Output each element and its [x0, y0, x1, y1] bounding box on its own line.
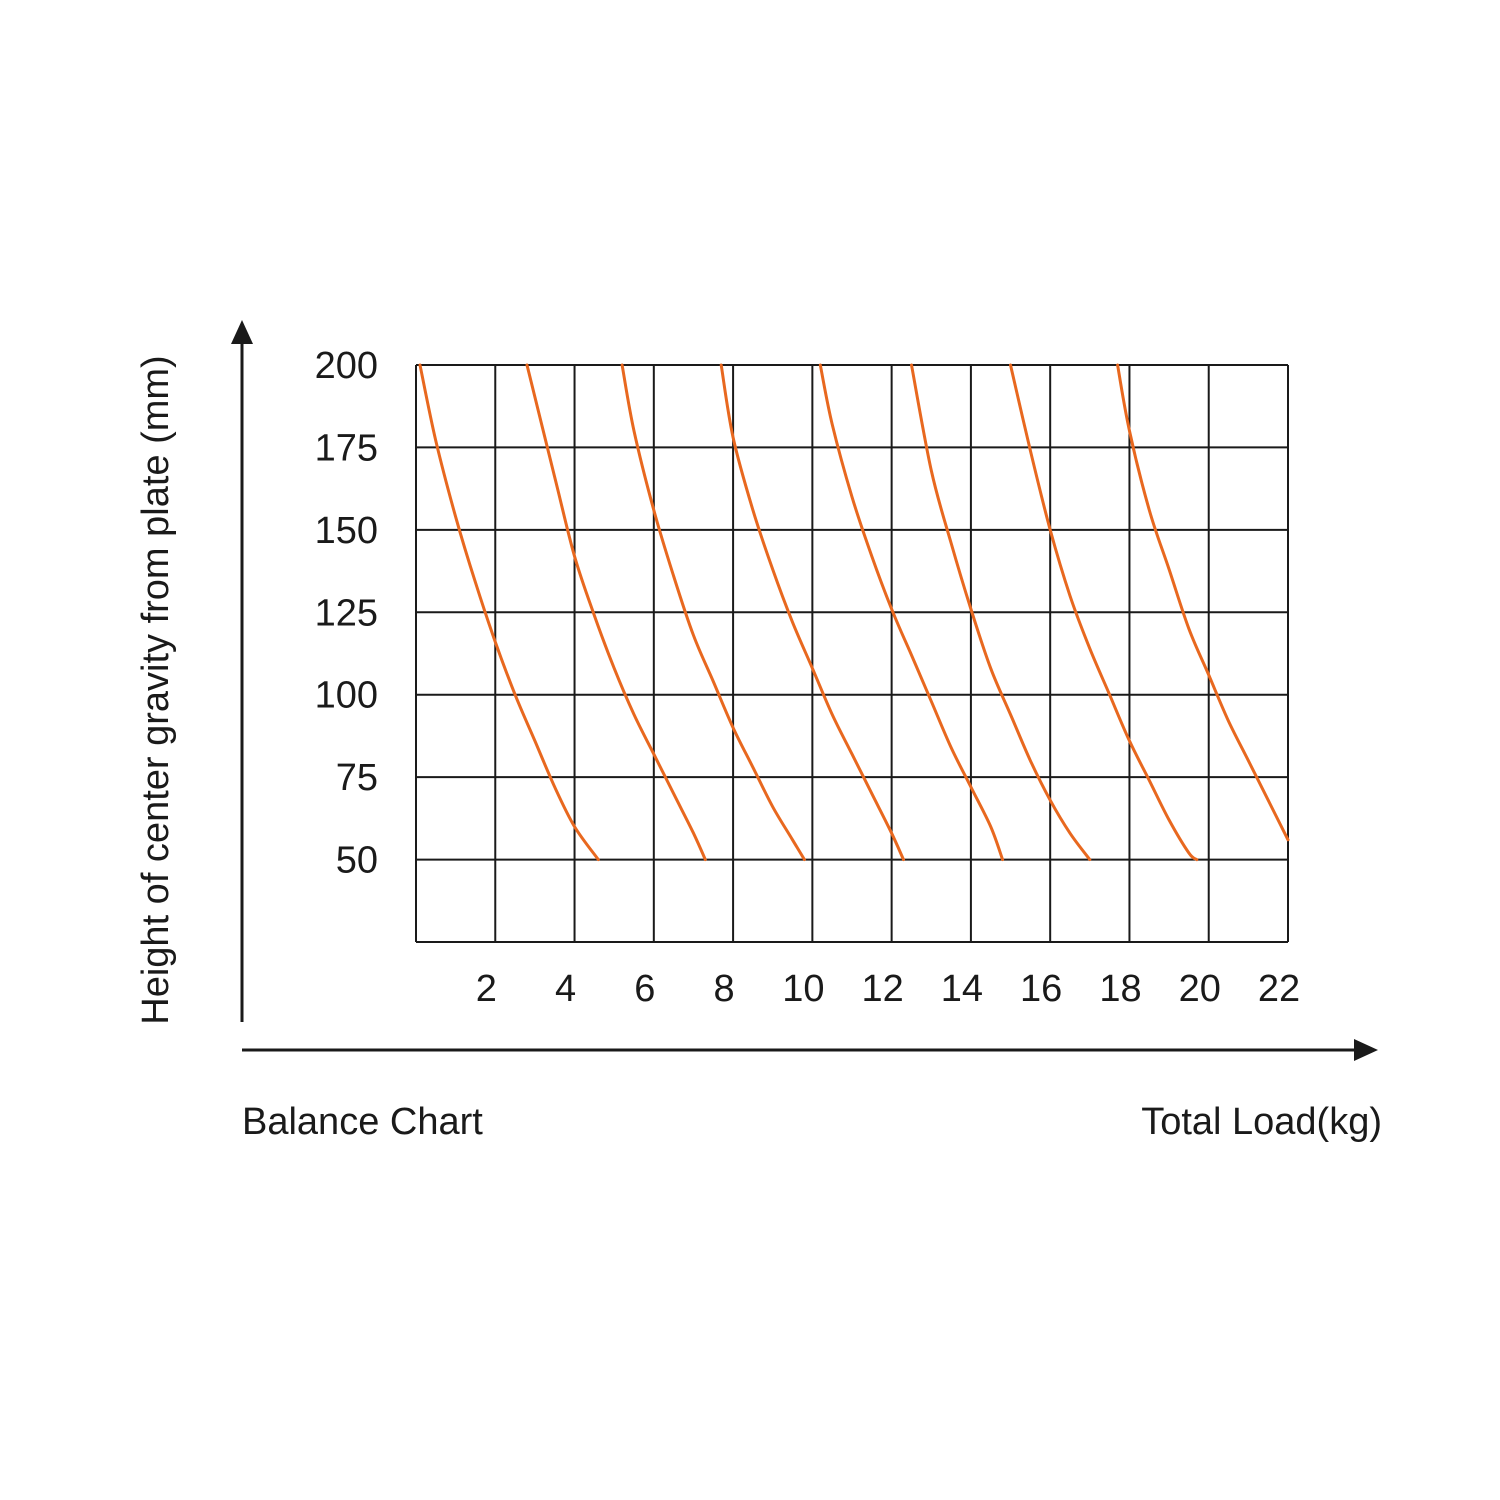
x-tick-label: 12 — [861, 968, 903, 1010]
series-line-1 — [418, 363, 600, 862]
chart-title: Balance Chart — [242, 1101, 483, 1143]
series-line-3 — [620, 363, 806, 862]
y-tick-label: 100 — [315, 675, 378, 717]
y-tick-label: 150 — [315, 510, 378, 552]
series-line-4 — [719, 363, 905, 862]
x-tick-label: 18 — [1099, 968, 1141, 1010]
y-tick-label: 175 — [315, 427, 378, 469]
curves — [418, 363, 1290, 862]
x-tick-labels: 2 4 6 8 10 12 14 16 18 20 22 — [476, 968, 1300, 1010]
y-tick-label: 200 — [315, 345, 378, 387]
y-axis-title: Height of center gravity from plate (mm) — [135, 355, 177, 1024]
x-tick-label: 10 — [782, 968, 824, 1010]
y-tick-labels: 200 175 150 125 100 75 50 — [315, 345, 378, 882]
series-line-6 — [910, 363, 1092, 862]
y-tick-label: 50 — [336, 840, 378, 882]
y-axis-arrow-icon — [231, 320, 253, 344]
x-tick-label: 2 — [476, 968, 497, 1010]
y-tick-label: 125 — [315, 592, 378, 634]
x-tick-label: 16 — [1020, 968, 1062, 1010]
series-line-2 — [525, 363, 707, 862]
x-tick-label: 8 — [714, 968, 735, 1010]
grid — [415, 364, 1289, 943]
x-tick-label: 4 — [555, 968, 576, 1010]
x-tick-label: 14 — [941, 968, 983, 1010]
y-tick-label: 75 — [336, 757, 378, 799]
series-line-7 — [1009, 363, 1199, 862]
x-tick-label: 22 — [1258, 968, 1300, 1010]
series-line-5 — [818, 363, 1005, 862]
x-tick-label: 6 — [634, 968, 655, 1010]
x-tick-label: 20 — [1179, 968, 1221, 1010]
x-axis-title: Total Load(kg) — [1141, 1101, 1382, 1143]
series-line-8 — [1116, 363, 1290, 842]
x-axis-arrow-icon — [1354, 1039, 1378, 1061]
